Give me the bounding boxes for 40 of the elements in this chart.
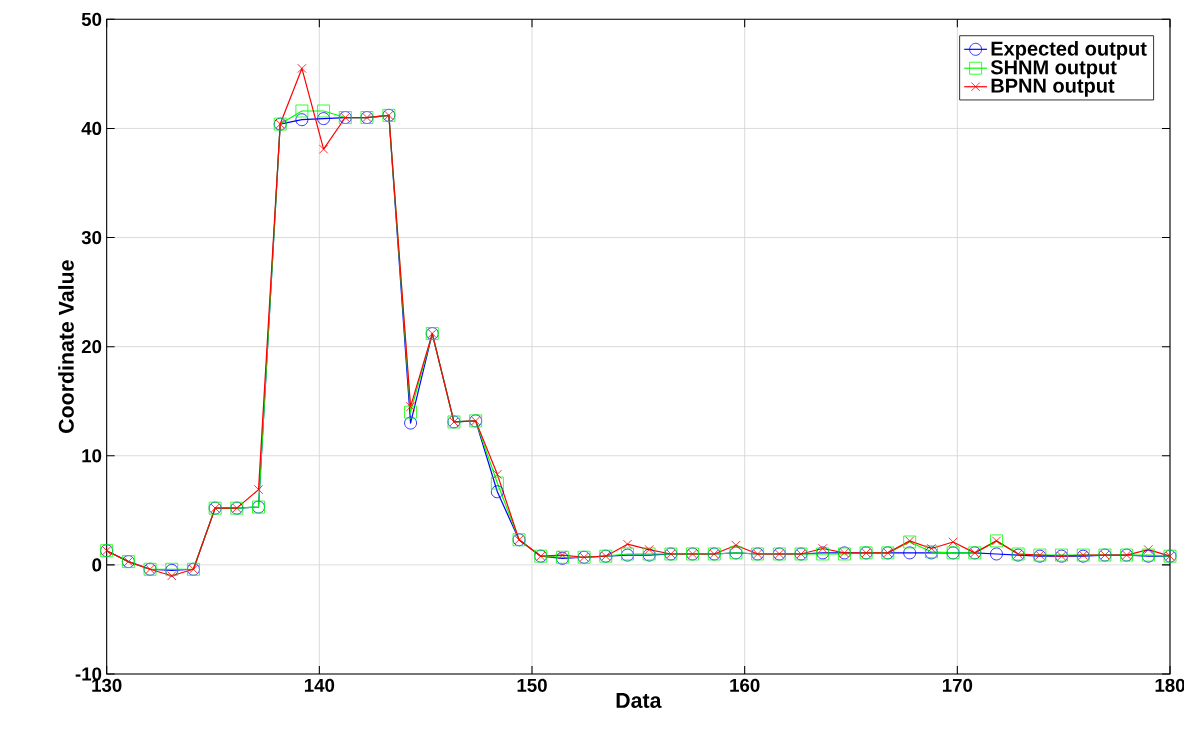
point	[253, 484, 264, 495]
point	[1143, 544, 1153, 555]
x-axis-title: Data	[616, 693, 662, 708]
point	[295, 113, 309, 127]
y-tick-label: 20	[81, 340, 102, 354]
point	[731, 540, 741, 550]
point	[990, 547, 1003, 561]
x-tick-label: 150	[517, 678, 547, 692]
point	[490, 476, 504, 490]
point	[490, 485, 504, 499]
point	[492, 469, 502, 479]
point	[318, 144, 329, 154]
point	[317, 104, 330, 118]
point	[818, 543, 828, 554]
y-tick-label: 40	[81, 121, 102, 136]
point	[948, 537, 958, 547]
x-tick-label: 180	[1155, 678, 1184, 692]
x-tick-label: 160	[730, 678, 760, 692]
point	[404, 416, 417, 430]
point	[644, 544, 654, 555]
point	[903, 546, 917, 560]
y-tick-label: 50	[81, 12, 102, 26]
x-tick-label: 140	[304, 678, 335, 692]
point	[295, 104, 309, 118]
legend-label: Expected output	[991, 41, 1147, 60]
y-tick-label: 0	[92, 558, 102, 572]
point	[405, 402, 416, 412]
x-tick-label: 170	[942, 678, 973, 692]
legend-label: SHNM output	[990, 60, 1117, 79]
y-tick-label: 10	[82, 449, 102, 463]
point	[622, 539, 633, 549]
y-axis-title: Coordinate Value	[58, 260, 74, 433]
point	[557, 550, 568, 560]
y-tick-label: 30	[81, 230, 102, 245]
point	[926, 543, 937, 554]
point	[317, 112, 330, 126]
point	[297, 63, 307, 74]
legend-label: BPNN output	[991, 78, 1115, 97]
point	[167, 571, 177, 581]
point	[404, 405, 417, 419]
